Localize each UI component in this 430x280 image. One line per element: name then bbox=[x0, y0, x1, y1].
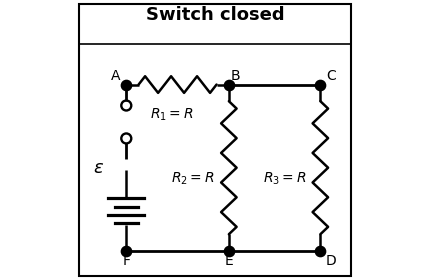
Text: A: A bbox=[111, 69, 120, 83]
Text: Switch closed: Switch closed bbox=[146, 6, 284, 24]
Text: C: C bbox=[326, 69, 336, 83]
Point bbox=[317, 82, 324, 87]
Text: F: F bbox=[122, 254, 130, 268]
Text: $\varepsilon$: $\varepsilon$ bbox=[93, 159, 104, 177]
Point bbox=[225, 249, 232, 253]
Text: $R_3=R$: $R_3=R$ bbox=[263, 171, 306, 187]
Text: $R_2=R$: $R_2=R$ bbox=[171, 171, 215, 187]
Text: D: D bbox=[326, 254, 337, 268]
Point bbox=[225, 82, 232, 87]
Point bbox=[123, 82, 130, 87]
Point bbox=[123, 249, 130, 253]
Text: E: E bbox=[224, 254, 233, 268]
Point bbox=[317, 249, 324, 253]
Text: $R_1=R$: $R_1=R$ bbox=[150, 107, 194, 123]
Text: B: B bbox=[231, 69, 241, 83]
